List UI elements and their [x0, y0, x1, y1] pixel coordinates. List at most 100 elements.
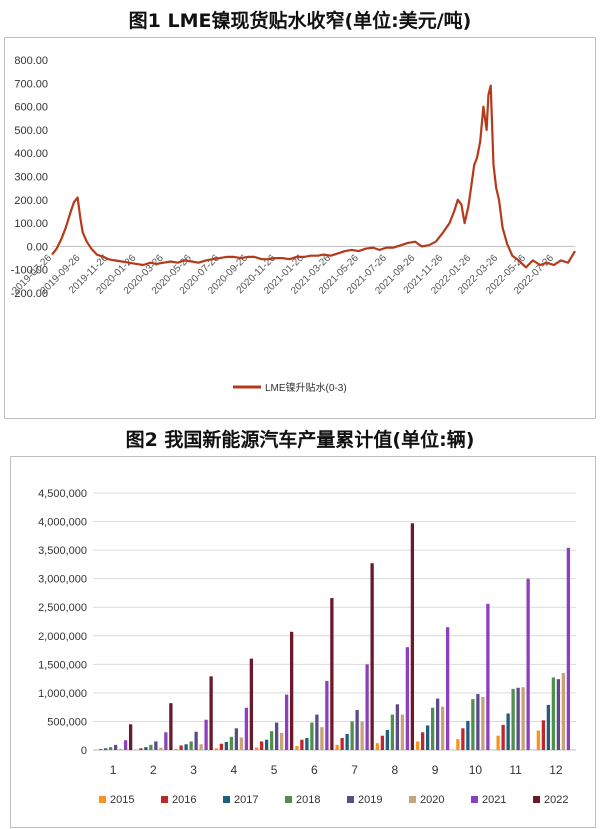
- bar: [330, 598, 334, 750]
- bar: [370, 563, 374, 750]
- bar: [169, 703, 173, 750]
- y-tick-label: 3,000,000: [38, 574, 87, 586]
- bar: [123, 740, 128, 750]
- bar: [461, 728, 465, 750]
- bar: [390, 714, 395, 750]
- y-tick-label: 2,500,000: [38, 602, 87, 614]
- bar: [360, 721, 364, 750]
- legend-label: 2019: [358, 794, 382, 806]
- bar: [521, 687, 525, 750]
- bar: [385, 730, 390, 750]
- y-tick-label: 200.00: [14, 195, 48, 207]
- bar: [103, 748, 108, 750]
- x-tick-label: 6: [311, 763, 318, 777]
- bar: [229, 736, 234, 750]
- bar: [98, 749, 103, 750]
- bar: [506, 713, 510, 750]
- bar: [430, 707, 435, 750]
- bar: [476, 694, 480, 750]
- bar: [380, 735, 385, 750]
- bar: [556, 679, 561, 750]
- x-tick-label: 11: [509, 763, 522, 777]
- series-line: [51, 84, 576, 269]
- bar: [134, 749, 138, 750]
- bar: [541, 720, 546, 750]
- legend-swatch: [99, 796, 106, 803]
- bar: [164, 732, 168, 750]
- bar: [139, 748, 143, 750]
- bar: [108, 747, 113, 750]
- bar: [159, 747, 163, 750]
- bar: [350, 721, 354, 750]
- x-tick-label: 9: [432, 763, 439, 777]
- bar: [511, 688, 515, 750]
- y-tick-label: 0.00: [27, 241, 48, 253]
- x-tick-label: 2: [150, 763, 157, 777]
- bar: [345, 734, 349, 750]
- bar: [325, 680, 329, 750]
- x-tick-label: 8: [392, 763, 399, 777]
- bar: [194, 731, 198, 750]
- bar: [189, 741, 193, 750]
- y-tick-label: 4,000,000: [38, 517, 87, 529]
- legend-label: 2020: [420, 794, 444, 806]
- bar: [375, 743, 380, 750]
- bar: [395, 704, 400, 750]
- bar: [425, 725, 430, 750]
- y-tick-label: 2,000,000: [38, 631, 87, 643]
- bar: [496, 735, 500, 750]
- bar: [435, 698, 440, 750]
- legend-label: 2015: [110, 794, 134, 806]
- bar: [315, 714, 319, 750]
- bar: [284, 694, 289, 750]
- bar: [501, 724, 505, 750]
- legend-swatch: [471, 796, 478, 803]
- bar: [516, 687, 520, 750]
- bar: [355, 710, 359, 750]
- legend-swatch: [409, 796, 416, 803]
- y-tick-label: 300.00: [14, 172, 48, 184]
- bar: [310, 722, 314, 750]
- bar: [219, 743, 224, 750]
- bar: [249, 658, 254, 750]
- bar: [214, 748, 219, 750]
- x-tick-label: 7: [351, 763, 358, 777]
- legend-swatch: [285, 796, 292, 803]
- x-tick-label: 10: [469, 763, 483, 777]
- legend-swatch: [533, 796, 540, 803]
- bar: [410, 523, 415, 750]
- bar: [536, 730, 541, 750]
- bar: [420, 732, 425, 750]
- y-tick-label: 4,500,000: [38, 488, 87, 500]
- bar: [184, 744, 188, 750]
- bar: [295, 746, 299, 750]
- y-tick-label: 500.00: [14, 125, 48, 137]
- chart2-title: 图2 我国新能源汽车产量累计值(单位:辆): [125, 429, 475, 451]
- bar: [269, 731, 274, 750]
- bar: [486, 603, 490, 750]
- bar: [204, 719, 208, 750]
- bar: [440, 706, 445, 750]
- line-chart: 800.00 700.00 600.00 500.00 400.00 300.00 200.…: [10, 55, 576, 394]
- bar: [456, 739, 460, 750]
- bar: [234, 728, 239, 750]
- bar: [239, 737, 244, 750]
- x-tick-label: 4: [231, 763, 238, 777]
- x-tick-label: 3: [190, 763, 197, 777]
- y-tick-label: -200.00: [11, 288, 48, 300]
- bar: [224, 742, 229, 750]
- legend-swatch: [161, 796, 168, 803]
- chart2-frame: 4,500,000 4,000,000 3,500,000 3,000,000 2,50…: [10, 456, 596, 828]
- legend-label: 2022: [544, 794, 568, 806]
- bar: [279, 732, 284, 750]
- chart1-frame: 800.00 700.00 600.00 500.00 400.00 300.00 200.…: [4, 37, 596, 419]
- bar: [113, 744, 118, 750]
- x-tick-label: 12: [549, 763, 563, 777]
- x-tick-label: 5: [271, 763, 278, 777]
- bar: [300, 739, 304, 750]
- bar: [320, 727, 324, 750]
- legend-label: 2018: [296, 794, 320, 806]
- bar: [481, 696, 485, 750]
- y-tick-label: 100.00: [14, 218, 48, 230]
- bar-chart: 4,500,000 4,000,000 3,500,000 3,000,000 2,50…: [38, 488, 576, 806]
